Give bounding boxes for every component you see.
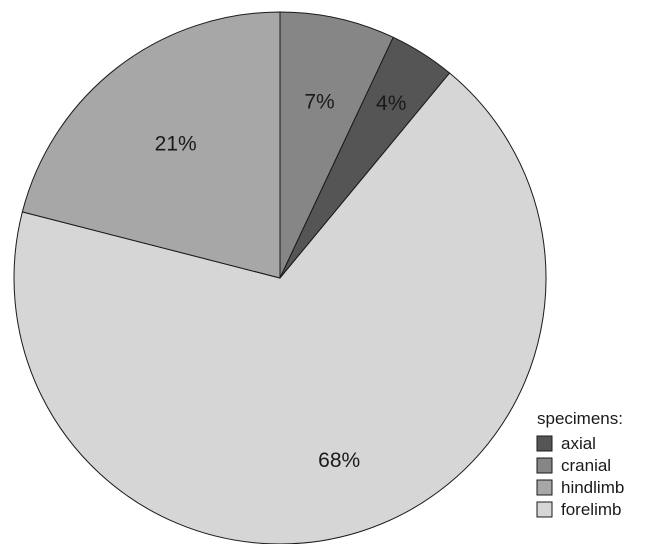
legend-label-hindlimb: hindlimb bbox=[561, 478, 624, 497]
slice-label-hindlimb: 21% bbox=[155, 133, 197, 156]
legend: specimens: axial cranial hindlimb forelimb bbox=[536, 409, 624, 519]
legend-swatch-axial bbox=[536, 435, 553, 452]
legend-swatch-forelimb bbox=[536, 501, 553, 518]
slice-label-axial: 4% bbox=[376, 92, 406, 115]
legend-label-forelimb: forelimb bbox=[561, 500, 621, 519]
pie-slice-hindlimb bbox=[21, 11, 281, 279]
legend-swatch-cranial bbox=[536, 457, 553, 474]
slice-label-cranial: 7% bbox=[304, 91, 334, 114]
pie-slice-cranial bbox=[279, 11, 394, 279]
slice-label-forelimb: 68% bbox=[318, 449, 360, 472]
legend-label-axial: axial bbox=[561, 434, 596, 453]
pie-slice-labels: 7% 4% 68% 21% bbox=[155, 91, 407, 473]
pie-slice-forelimb bbox=[13, 72, 547, 545]
legend-label-cranial: cranial bbox=[561, 456, 611, 475]
legend-title: specimens: bbox=[537, 409, 623, 428]
pie-slices bbox=[13, 11, 547, 545]
legend-items: axial cranial hindlimb forelimb bbox=[536, 434, 624, 519]
legend-swatch-hindlimb bbox=[536, 479, 553, 496]
